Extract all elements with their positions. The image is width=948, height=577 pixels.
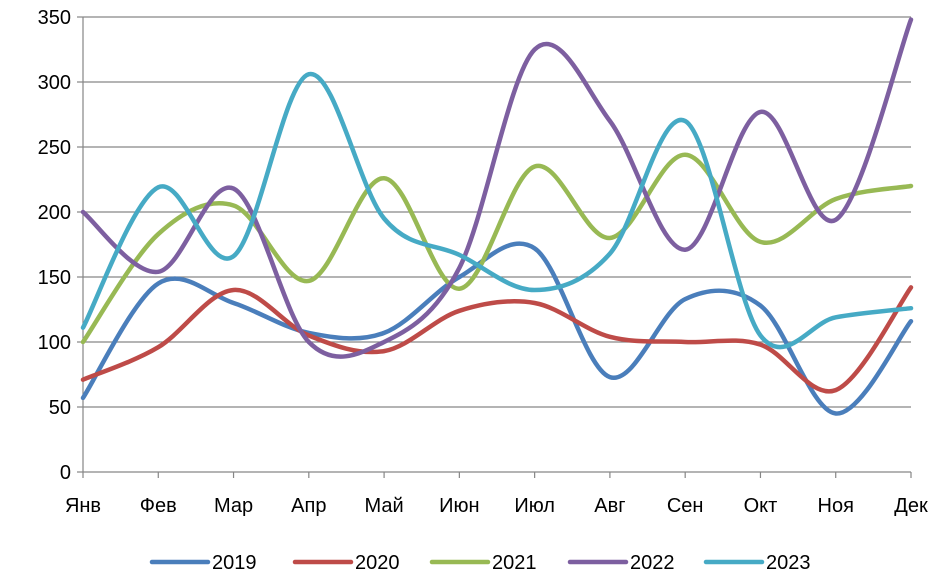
- x-tick-label: Фев: [140, 495, 177, 517]
- y-tick-label: 300: [38, 72, 71, 94]
- y-tick-label: 200: [38, 202, 71, 224]
- series-line-2021: [80, 152, 914, 345]
- legend: 2019 2020 2021 2022 2023: [149, 552, 811, 574]
- legend-label: 2020: [355, 552, 400, 574]
- legend-item-2019: 2019: [149, 552, 257, 574]
- legend-item-2023: 2023: [703, 552, 811, 574]
- axes: 0 50 100 150 200 250 300 350 Янв Фев Мар Апр Май Июн И…: [38, 7, 928, 517]
- y-tick-label: 150: [38, 267, 71, 289]
- x-tick-label: Авг: [594, 495, 625, 517]
- x-tick-label: Янв: [65, 495, 101, 517]
- series-lines: [80, 17, 914, 416]
- legend-item-2021: 2021: [429, 552, 537, 574]
- legend-item-2020: 2020: [292, 552, 400, 574]
- x-tick-label: Окт: [744, 495, 778, 517]
- x-tick-label: Май: [364, 495, 403, 517]
- x-tick-label: Июл: [514, 495, 555, 517]
- y-tick-label: 0: [60, 462, 71, 484]
- y-tick-label: 100: [38, 332, 71, 354]
- y-tick-label: 250: [38, 137, 71, 159]
- x-tick-label: Ноя: [818, 495, 854, 517]
- y-tick-label: 350: [38, 7, 71, 29]
- legend-label: 2019: [212, 552, 257, 574]
- x-tick-label: Сен: [667, 495, 704, 517]
- legend-label: 2023: [766, 552, 811, 574]
- legend-label: 2022: [630, 552, 675, 574]
- legend-item-2022: 2022: [567, 552, 675, 574]
- series-line-2023: [80, 71, 914, 350]
- x-tick-label: Июн: [439, 495, 479, 517]
- y-tick-label: 50: [49, 397, 71, 419]
- series-line-2019: [80, 241, 914, 416]
- x-tick-label: Апр: [291, 495, 326, 517]
- x-tick-label: Дек: [894, 495, 928, 517]
- series-line-2020: [80, 285, 914, 394]
- legend-label: 2021: [492, 552, 537, 574]
- series-line-2022: [80, 17, 914, 359]
- x-tick-label: Мар: [214, 495, 253, 517]
